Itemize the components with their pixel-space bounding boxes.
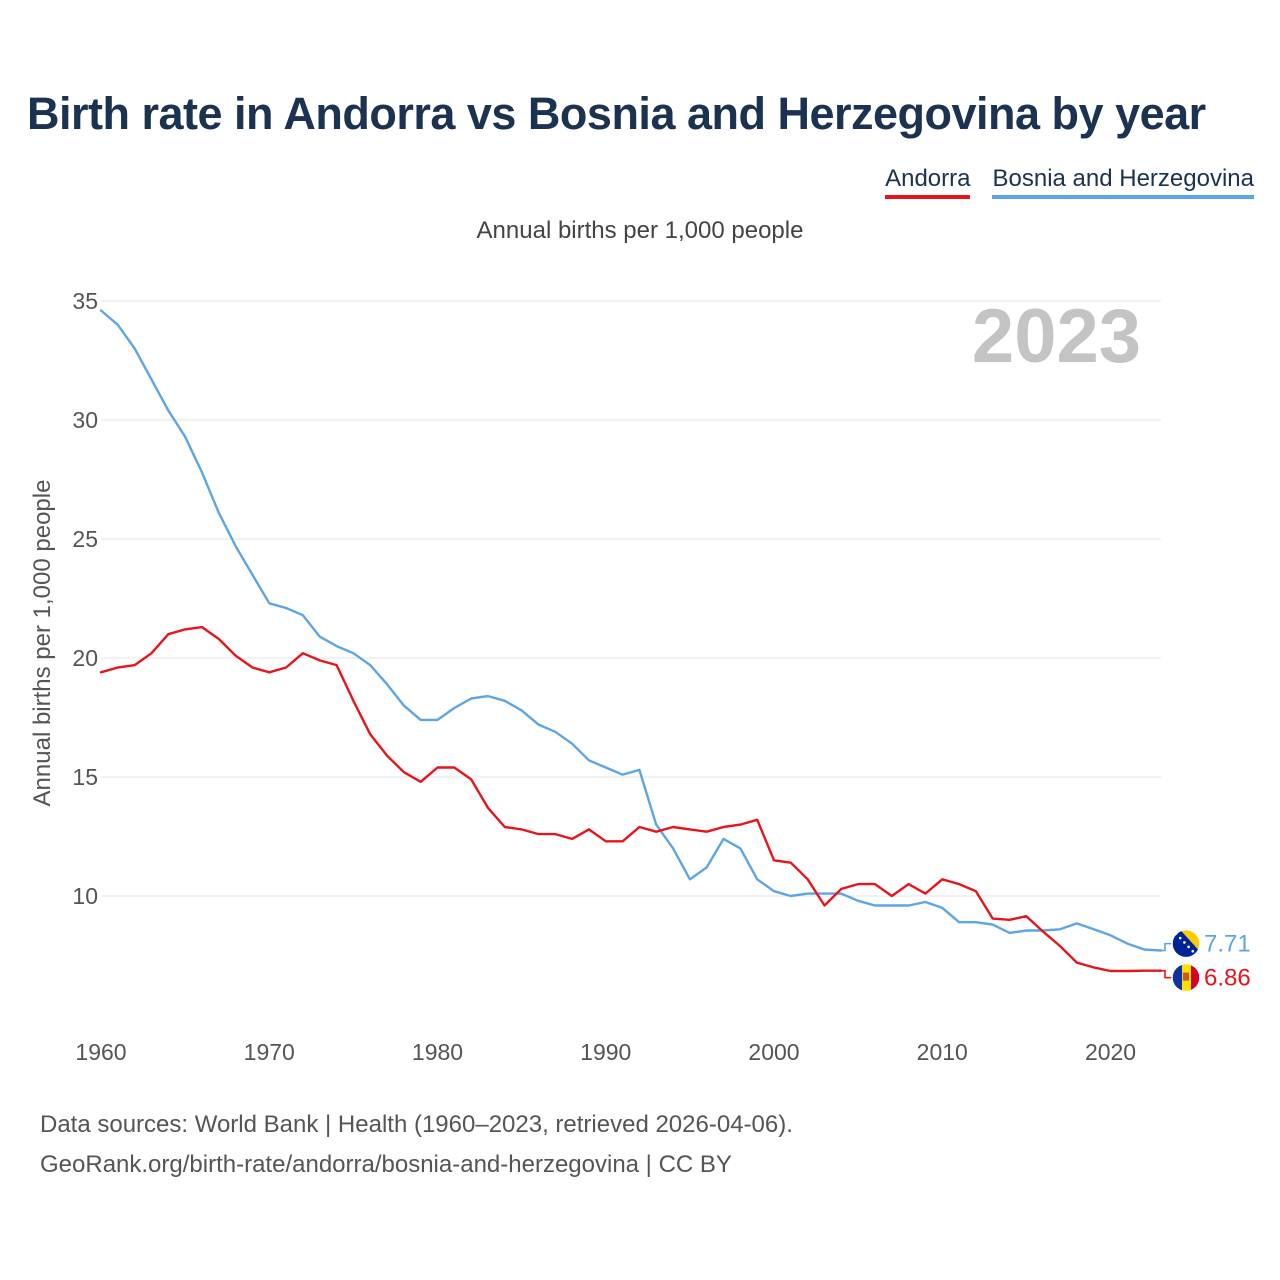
x-tick-label: 2010 bbox=[917, 1039, 968, 1065]
y-tick-label: 15 bbox=[72, 764, 98, 790]
x-tick-label: 1970 bbox=[244, 1039, 295, 1065]
end-value-andorra: 6.86 bbox=[1204, 965, 1251, 992]
connector-bosnia-and-herzegovina bbox=[1161, 942, 1173, 952]
source-note: Data sources: World Bank | Health (1960–… bbox=[40, 1105, 793, 1185]
source-line-2[interactable]: GeoRank.org/birth-rate/andorra/bosnia-an… bbox=[40, 1151, 732, 1178]
x-tick-label: 2020 bbox=[1085, 1039, 1136, 1065]
end-value-bosnia-and-herzegovina: 7.71 bbox=[1204, 931, 1251, 958]
y-tick-label: 25 bbox=[72, 526, 98, 552]
year-label: 2023 bbox=[972, 294, 1141, 379]
flag-icon-bosnia-and-herzegovina bbox=[1171, 928, 1201, 959]
source-line-1: Data sources: World Bank | Health (1960–… bbox=[40, 1111, 793, 1138]
y-tick-label: 35 bbox=[72, 288, 98, 314]
y-axis-label: Annual births per 1,000 people bbox=[29, 480, 56, 807]
series-line-bosnia-and-herzegovina[interactable] bbox=[99, 309, 1163, 952]
y-axis: 10 15 20 25 30 35 bbox=[72, 288, 98, 909]
chart-title: Birth rate in Andorra vs Bosnia and Herz… bbox=[27, 88, 1206, 139]
y-tick-label: 10 bbox=[72, 883, 98, 909]
chart-subtitle: Annual births per 1,000 people bbox=[476, 217, 804, 244]
end-markers: 7.71 6.86 bbox=[1161, 928, 1251, 993]
connector-andorra bbox=[1161, 969, 1173, 979]
line-chart: 10 15 20 25 30 35 1960 1970 1980 1990 2000 2010 202… bbox=[29, 288, 1251, 1065]
x-axis: 1960 1970 1980 1990 2000 2010 2020 bbox=[75, 1039, 1136, 1065]
series-group bbox=[99, 309, 1163, 973]
legend-item-andorra[interactable]: Andorra bbox=[885, 165, 971, 199]
legend: Andorra Bosnia and Herzegovina bbox=[885, 165, 1254, 199]
x-tick-label: 1980 bbox=[412, 1039, 463, 1065]
flag-icon-andorra bbox=[1171, 962, 1201, 993]
x-tick-label: 2000 bbox=[748, 1039, 799, 1065]
grid bbox=[101, 300, 1161, 897]
x-tick-label: 1960 bbox=[75, 1039, 126, 1065]
y-tick-label: 20 bbox=[72, 645, 98, 671]
series-line-andorra[interactable] bbox=[99, 625, 1163, 973]
legend-item-bosnia-and-herzegovina[interactable]: Bosnia and Herzegovina bbox=[992, 165, 1254, 199]
y-tick-label: 30 bbox=[72, 407, 98, 433]
x-tick-label: 1990 bbox=[580, 1039, 631, 1065]
